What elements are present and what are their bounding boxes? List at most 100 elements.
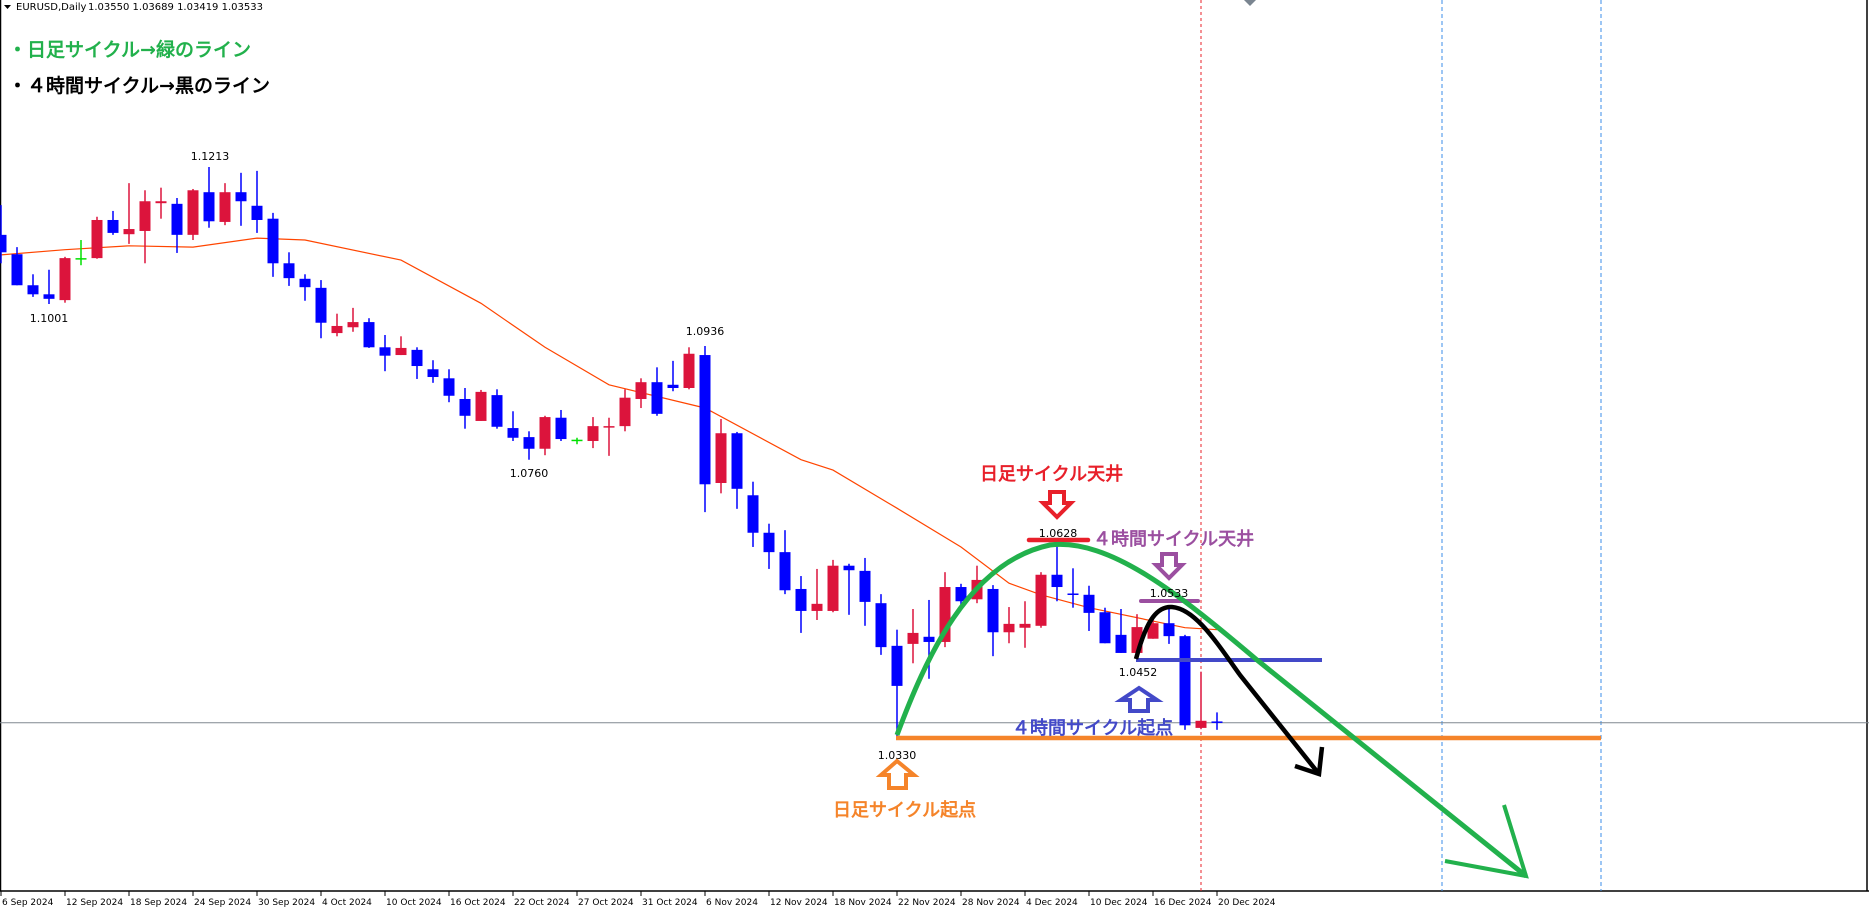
candle[interactable] xyxy=(59,256,71,303)
candle-body xyxy=(603,426,615,428)
candle[interactable] xyxy=(1179,634,1191,730)
candle[interactable] xyxy=(811,568,823,620)
candle[interactable] xyxy=(123,183,135,244)
candle-body xyxy=(1163,623,1175,637)
candle[interactable] xyxy=(75,240,87,266)
time-axis-label: 30 Sep 2024 xyxy=(258,898,315,908)
time-axis-label: 27 Oct 2024 xyxy=(578,898,634,908)
candle[interactable] xyxy=(395,336,407,356)
candle[interactable] xyxy=(555,409,567,441)
candle[interactable] xyxy=(1163,606,1175,644)
candle[interactable] xyxy=(363,318,375,348)
candle[interactable] xyxy=(27,274,39,297)
candle[interactable] xyxy=(1003,607,1015,644)
candle[interactable] xyxy=(187,188,199,241)
candle[interactable] xyxy=(523,431,535,460)
candle[interactable] xyxy=(955,583,967,608)
h4-cycle-curve[interactable] xyxy=(1133,604,1321,776)
candle[interactable] xyxy=(603,417,615,456)
daily-cycle-curve[interactable] xyxy=(894,541,1528,878)
time-axis-label: 24 Sep 2024 xyxy=(194,898,251,908)
candle[interactable] xyxy=(155,187,167,219)
candle-body xyxy=(715,433,727,483)
candle[interactable] xyxy=(507,411,519,441)
candle[interactable] xyxy=(683,347,695,390)
candle[interactable] xyxy=(1195,671,1207,730)
candle[interactable] xyxy=(539,415,551,456)
time-axis-label: 12 Sep 2024 xyxy=(66,898,123,908)
time-axis-label: 10 Oct 2024 xyxy=(386,898,442,908)
candle-body xyxy=(891,645,903,686)
candle-body xyxy=(235,192,247,202)
candle[interactable] xyxy=(331,313,343,337)
candle[interactable] xyxy=(235,172,247,226)
candle[interactable] xyxy=(475,389,487,421)
high-label-1-1213: 1.1213 xyxy=(191,150,230,163)
candle[interactable] xyxy=(587,417,599,449)
candle[interactable] xyxy=(1067,568,1079,608)
candle[interactable] xyxy=(891,629,903,738)
candle[interactable] xyxy=(747,481,759,547)
candle[interactable] xyxy=(795,576,807,633)
candle[interactable] xyxy=(571,437,583,445)
candle[interactable] xyxy=(107,210,119,235)
candle[interactable] xyxy=(283,252,295,286)
candle[interactable] xyxy=(875,594,887,655)
candle[interactable] xyxy=(299,274,311,301)
candle[interactable] xyxy=(1099,607,1111,644)
candle-body xyxy=(763,532,775,553)
candle-body xyxy=(443,378,455,396)
candle[interactable] xyxy=(315,280,327,339)
candle[interactable] xyxy=(459,388,471,429)
candle[interactable] xyxy=(379,335,391,372)
candle[interactable] xyxy=(1211,712,1223,730)
candle[interactable] xyxy=(251,170,263,233)
chart-shift-marker-icon[interactable] xyxy=(1244,0,1256,6)
candle[interactable] xyxy=(1019,601,1031,648)
candle[interactable] xyxy=(171,198,183,253)
candle[interactable] xyxy=(779,530,791,595)
candle[interactable] xyxy=(635,378,647,409)
candle[interactable] xyxy=(1083,585,1095,631)
candle[interactable] xyxy=(651,367,663,416)
candle[interactable] xyxy=(267,212,279,277)
triangle-down-icon[interactable] xyxy=(4,5,11,9)
candle[interactable] xyxy=(763,523,775,569)
candle-body xyxy=(139,201,151,231)
candle[interactable] xyxy=(491,389,503,429)
candle[interactable] xyxy=(411,347,423,379)
candle[interactable] xyxy=(427,360,439,383)
candle[interactable] xyxy=(139,190,151,264)
candle[interactable] xyxy=(219,183,231,226)
candle-body xyxy=(555,417,567,440)
candle[interactable] xyxy=(347,307,359,332)
candle[interactable] xyxy=(1035,572,1047,628)
candle[interactable] xyxy=(715,419,727,494)
candle-body xyxy=(811,603,823,611)
candle[interactable] xyxy=(667,360,679,392)
candle-body xyxy=(315,287,327,323)
candle[interactable] xyxy=(731,431,743,509)
candle[interactable] xyxy=(0,205,7,264)
candle[interactable] xyxy=(987,585,999,657)
candle[interactable] xyxy=(827,559,839,613)
candle[interactable] xyxy=(43,269,55,304)
candle[interactable] xyxy=(907,609,919,664)
daily-top-down-arrow-icon xyxy=(1038,490,1076,520)
candle[interactable] xyxy=(11,247,23,286)
candle[interactable] xyxy=(91,216,103,259)
candle-body xyxy=(571,439,583,442)
candle[interactable] xyxy=(443,369,455,403)
candle[interactable] xyxy=(699,345,711,513)
candle[interactable] xyxy=(843,563,855,615)
candle[interactable] xyxy=(1115,609,1127,653)
time-axis-label: 4 Oct 2024 xyxy=(322,898,372,908)
candle[interactable] xyxy=(1051,545,1063,602)
candle-body xyxy=(507,428,519,438)
candle[interactable] xyxy=(203,167,215,228)
candle[interactable] xyxy=(619,389,631,432)
candle[interactable] xyxy=(859,557,871,626)
candle-body xyxy=(987,588,999,633)
